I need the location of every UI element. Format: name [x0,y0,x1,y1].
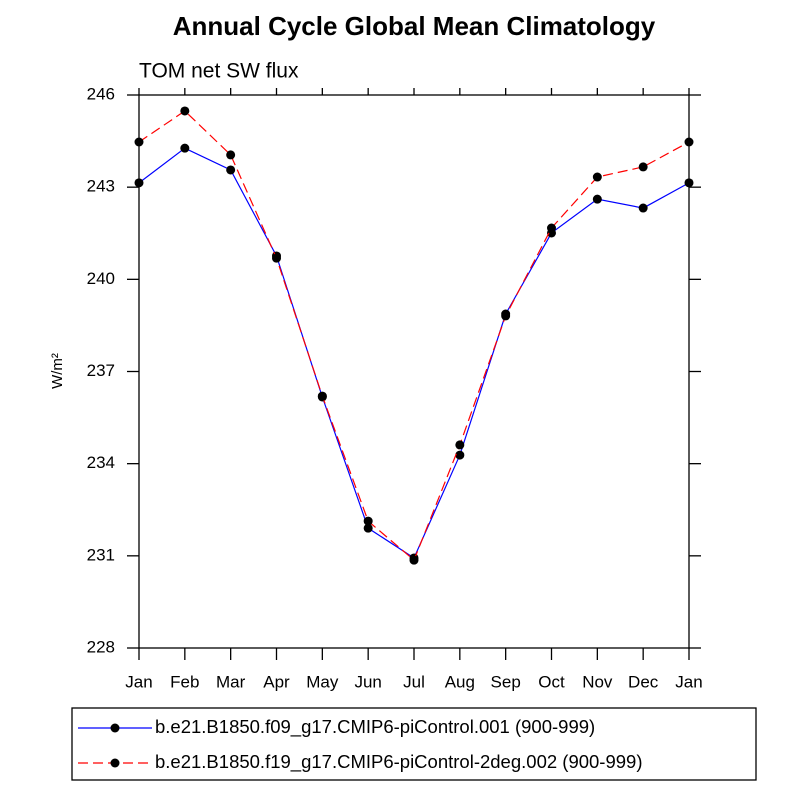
legend-label: b.e21.B1850.f09_g17.CMIP6-piControl.001 … [155,716,595,738]
x-tick-label: Apr [263,672,290,691]
series-marker [317,391,327,401]
y-tick-label: 231 [87,545,115,564]
y-tick-label: 243 [87,177,115,196]
legend-marker [110,723,120,733]
x-tick-label: Jan [125,672,152,691]
series-marker [226,165,236,175]
y-tick-label: 228 [87,637,115,656]
x-tick-label: Feb [170,672,199,691]
series-line [138,147,690,559]
x-tick-label: Dec [628,672,659,691]
series-marker [226,150,236,160]
chart-title: Annual Cycle Global Mean Climatology [173,11,656,41]
x-tick-label: Jan [675,672,702,691]
series-marker [684,178,694,188]
series-marker [180,106,190,116]
series-marker [592,172,602,182]
series-marker [363,516,373,526]
y-axis-label: W/m² [49,353,66,389]
series-line [138,110,690,562]
chart-subtitle: TOM net SW flux [139,60,299,83]
x-tick-label: Sep [491,672,521,691]
x-tick-label: Oct [538,672,565,691]
series-marker [272,253,281,263]
x-tick-label: May [306,672,339,691]
series-marker [684,137,694,147]
series-marker [455,440,465,450]
series-marker [638,203,648,213]
y-tick-label: 234 [87,453,115,472]
legend-marker [110,758,120,768]
series-marker [134,137,144,147]
y-tick-label: 246 [87,84,115,103]
x-tick-label: Nov [582,672,613,691]
series-marker [363,523,373,533]
series-marker [638,162,648,172]
series-marker [134,178,144,188]
series-marker [180,143,190,153]
x-tick-label: Mar [216,672,246,691]
x-tick-label: Jun [354,672,381,691]
series-marker [592,194,602,204]
series-marker [547,223,556,233]
series-marker [455,450,465,460]
x-tick-label: Aug [445,672,475,691]
legend-label: b.e21.B1850.f19_g17.CMIP6-piControl-2deg… [155,751,643,773]
y-tick-label: 237 [87,361,115,380]
series-marker [409,555,419,565]
series-marker [501,311,511,321]
legend-box [71,707,757,781]
y-tick-label: 240 [87,269,115,288]
x-tick-label: Jul [403,672,425,691]
plot-frame [138,94,690,649]
